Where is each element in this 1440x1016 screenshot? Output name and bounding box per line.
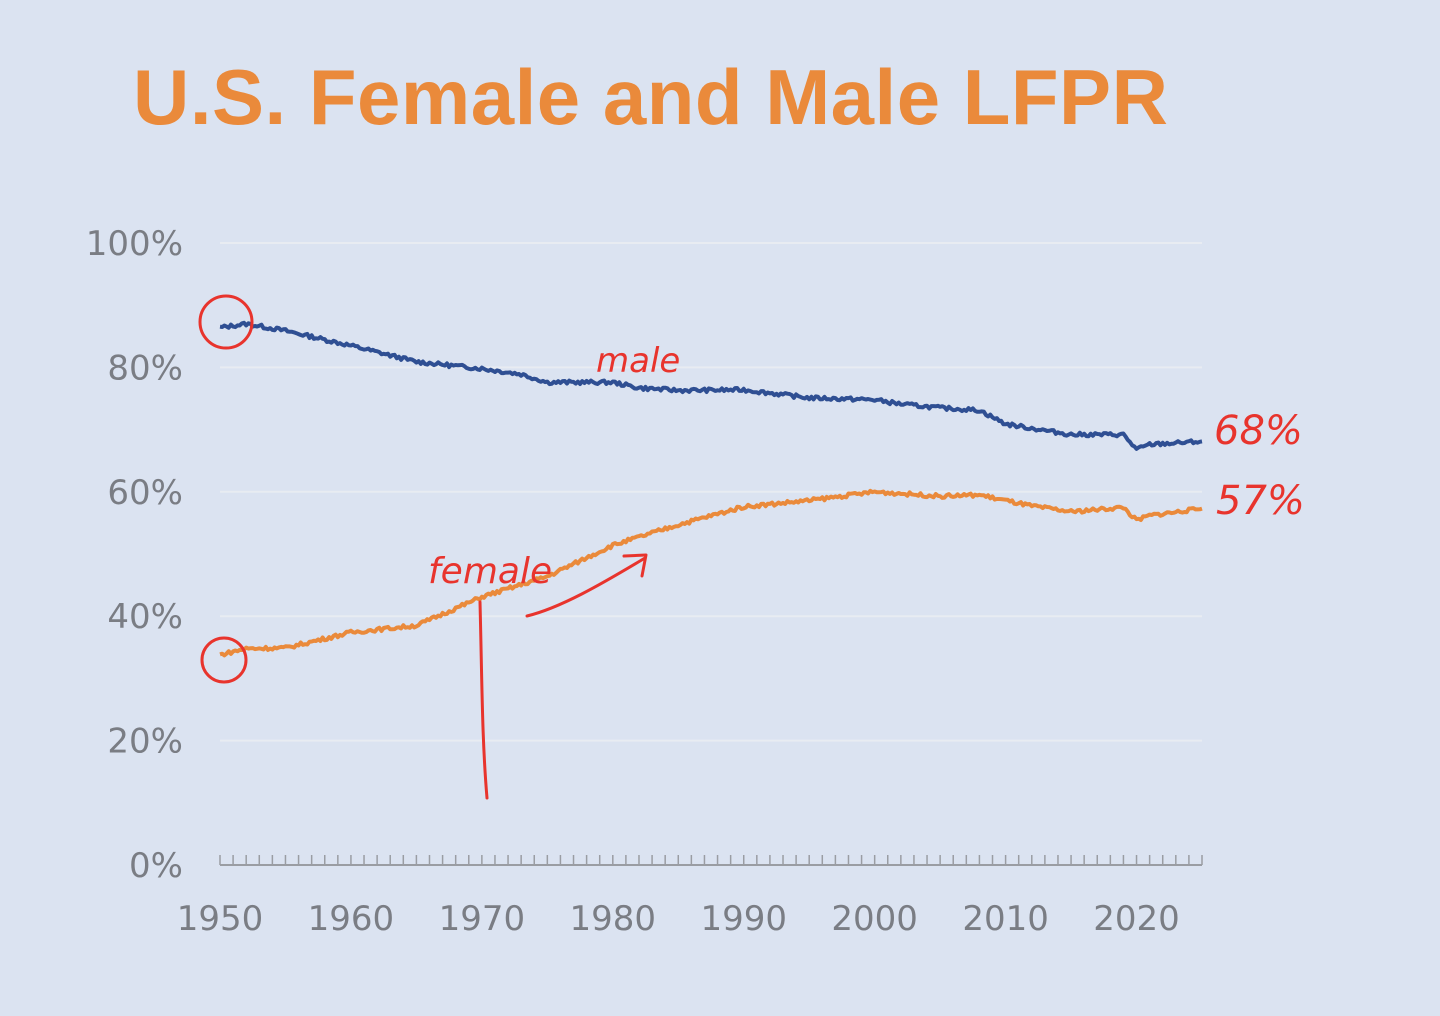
- female-start-circle: [200, 636, 248, 684]
- vertical-1970-mark: [478, 600, 489, 800]
- y-tick-label: 80%: [107, 348, 183, 388]
- male-annotation: male: [596, 341, 680, 381]
- series-line-male: [219, 320, 1203, 451]
- x-tick-label: 1980: [570, 899, 657, 939]
- female-end-annotation: 57%: [1216, 478, 1305, 524]
- x-tick-label: 2000: [831, 899, 918, 939]
- y-tick-label: 0%: [129, 846, 183, 886]
- male-end-annotation: 68%: [1214, 408, 1303, 454]
- y-tick-label: 100%: [86, 224, 183, 264]
- x-tick-label: 1950: [177, 899, 264, 939]
- grid-lines: [220, 242, 1202, 742]
- y-tick-label: 20%: [107, 722, 183, 762]
- trend-arrow-shaft: [525, 556, 647, 618]
- chart-title: U.S. Female and Male LFPR: [133, 53, 1169, 141]
- x-tick-label: 1970: [439, 899, 526, 939]
- y-tick-label: 60%: [107, 473, 183, 513]
- x-axis: [219, 855, 1203, 866]
- trend-arrow-head: [622, 553, 648, 578]
- y-tick-label: 40%: [107, 597, 183, 637]
- x-tick-label: 2020: [1093, 899, 1180, 939]
- y-axis-labels: 0% 20% 40% 60% 80% 100%: [86, 224, 183, 886]
- series-line-female: [219, 488, 1203, 658]
- x-tick-label: 1960: [308, 899, 395, 939]
- male-start-circle: [198, 294, 254, 350]
- x-tick-label: 1990: [700, 899, 787, 939]
- series-lines: [219, 320, 1203, 658]
- female-annotation: female: [428, 551, 552, 592]
- x-axis-labels: 1950 1960 1970 1980 1990 2000 2010 2020: [177, 899, 1180, 939]
- x-tick-label: 2010: [962, 899, 1049, 939]
- handwritten-annotations: male female 68% 57%: [198, 294, 1305, 800]
